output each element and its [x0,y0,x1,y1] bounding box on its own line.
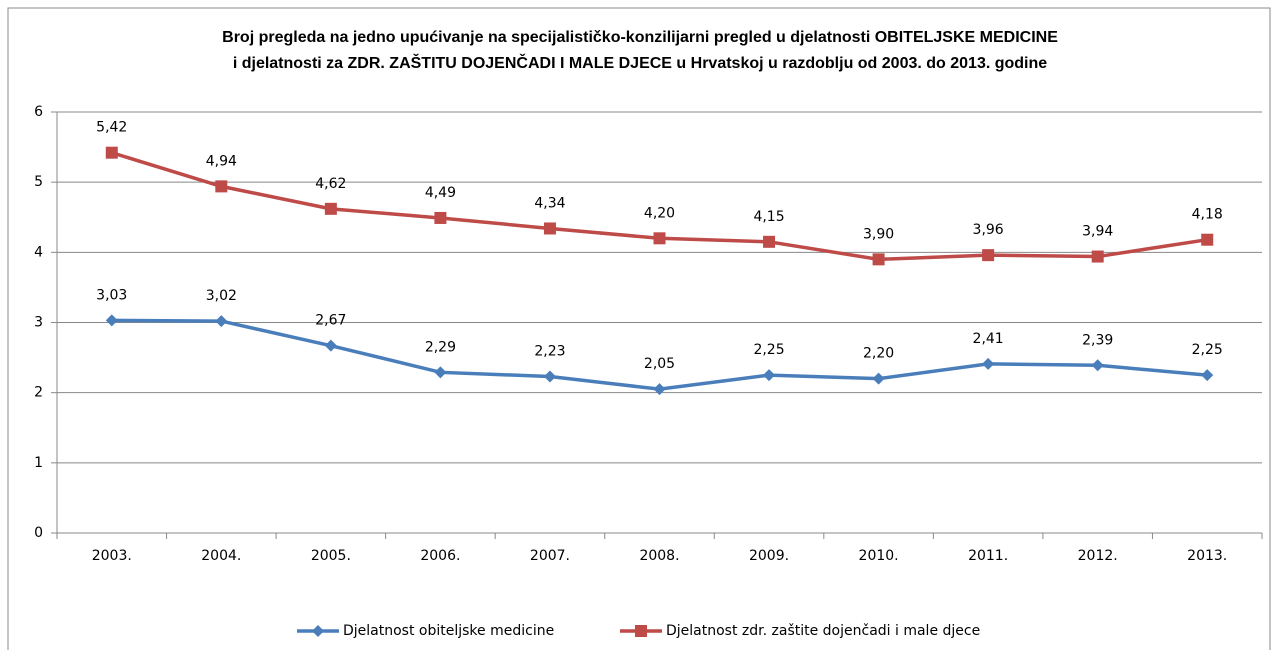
data-label: 4,18 [1192,207,1223,223]
legend-marker [635,625,647,637]
point [1091,359,1104,372]
chart-title: Broj pregleda na jedno upućivanje na spe… [222,29,1058,46]
x-tick-label: 2003. [92,548,132,564]
data-label: 2,25 [753,342,784,358]
y-tick-label: 2 [34,385,43,401]
chart-frame [7,7,1271,650]
legend-label: Djelatnost zdr. zaštite dojenčadi i male… [666,623,980,639]
data-label: 3,02 [206,288,237,304]
legend-label: Djelatnost obiteljske medicine [343,623,554,639]
data-label: 4,34 [534,195,565,211]
point [1201,369,1214,382]
data-label: 3,96 [973,222,1004,238]
x-tick-label: 2004. [201,548,241,564]
data-label: 4,20 [644,205,675,221]
data-label: 4,15 [753,209,784,225]
x-tick-label: 2011. [968,548,1008,564]
y-tick-label: 3 [34,315,43,331]
data-label: 2,05 [644,356,675,372]
x-tick-label: 2007. [530,548,570,564]
point [215,315,228,328]
y-tick-label: 5 [34,174,43,190]
x-tick-label: 2008. [639,548,679,564]
x-tick-label: 2012. [1078,548,1118,564]
point [543,222,556,235]
point [434,366,447,379]
point [763,235,776,248]
point [982,357,995,370]
data-label: 2,39 [1082,332,1113,348]
data-label: 4,49 [425,185,456,201]
point [324,202,337,215]
y-tick-label: 0 [34,525,43,541]
data-label: 3,90 [863,226,894,242]
x-tick-label: 2010. [859,548,899,564]
point [324,339,337,352]
point [653,232,666,245]
x-tick-label: 2009. [749,548,789,564]
point [543,370,556,383]
y-tick-label: 4 [34,244,43,260]
data-label: 2,67 [315,313,346,329]
point [1201,233,1214,246]
data-label: 2,29 [425,339,456,355]
x-tick-label: 2005. [311,548,351,564]
point [434,211,447,224]
chart-title: i djelatnosti za ZDR. ZAŠTITU DOJENČADI … [233,53,1047,72]
data-label: 2,41 [973,331,1004,347]
point [105,314,118,327]
x-tick-label: 2006. [420,548,460,564]
point [982,249,995,262]
data-label: 3,03 [96,287,127,303]
data-label: 4,94 [206,153,237,169]
data-label: 5,42 [96,120,127,136]
point [763,369,776,382]
legend-marker [312,625,324,637]
y-tick-label: 6 [34,104,43,120]
point [105,146,118,159]
data-label: 2,23 [534,344,565,360]
point [872,372,885,385]
data-label: 3,94 [1082,224,1113,240]
data-label: 2,25 [1192,342,1223,358]
point [872,253,885,266]
point [1091,250,1104,263]
x-tick-label: 2013. [1187,548,1227,564]
series-line [111,318,1208,391]
data-label: 2,20 [863,346,894,362]
point [653,383,666,396]
y-tick-label: 1 [34,455,43,471]
data-label: 4,62 [315,176,346,192]
point [215,180,228,193]
